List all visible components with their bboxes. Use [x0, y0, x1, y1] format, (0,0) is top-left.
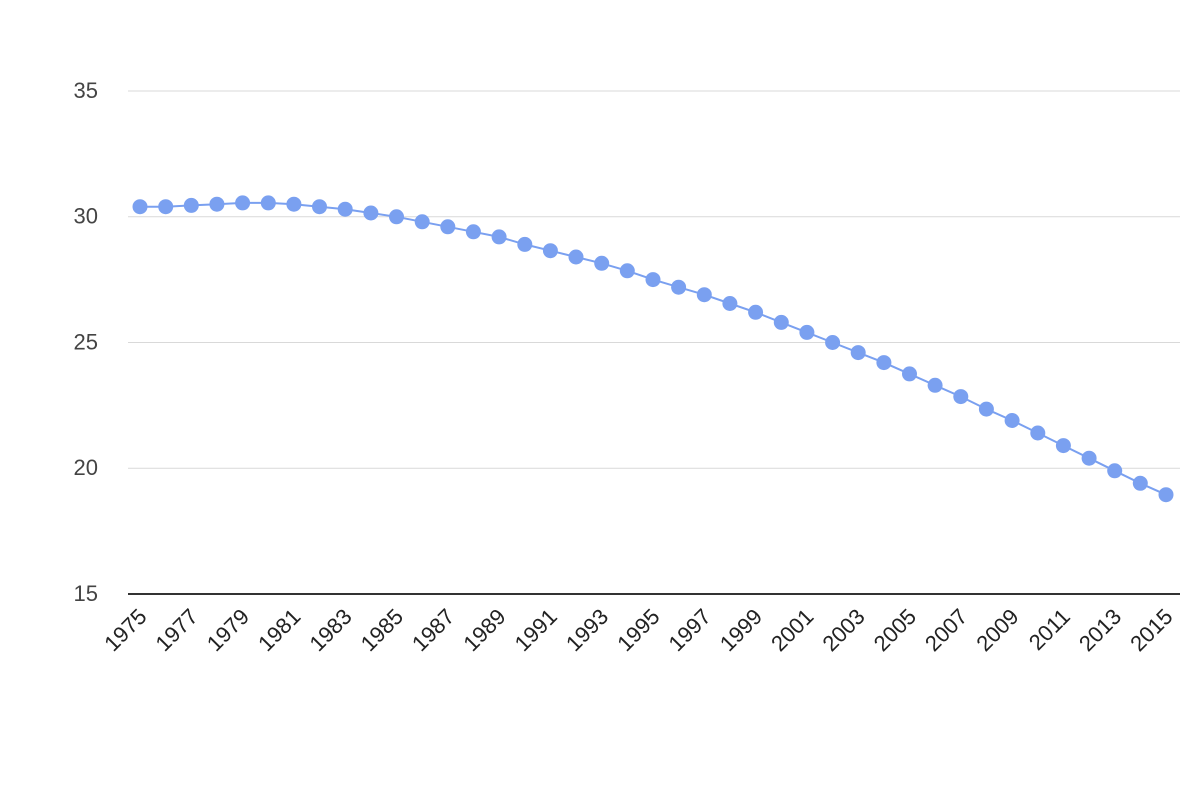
- data-point-1980[interactable]: [260, 195, 276, 211]
- x-tick-label: 1991: [510, 604, 562, 656]
- data-point-2013[interactable]: [1107, 463, 1123, 479]
- data-point-1998[interactable]: [722, 296, 738, 311]
- y-tick-label: 25: [74, 329, 98, 354]
- data-point-2014[interactable]: [1132, 475, 1148, 491]
- data-point-1996[interactable]: [671, 279, 687, 295]
- y-tick-label: 30: [74, 204, 98, 229]
- data-point-2008[interactable]: [978, 401, 994, 417]
- data-point-1981[interactable]: [286, 196, 302, 212]
- data-point-1985[interactable]: [389, 209, 404, 225]
- data-point-1997[interactable]: [696, 287, 712, 303]
- x-tick-label: 2003: [817, 604, 869, 656]
- data-point-2006[interactable]: [927, 377, 943, 393]
- x-tick-label: 1989: [458, 604, 510, 656]
- data-point-1995[interactable]: [645, 272, 661, 288]
- series-layer: [132, 195, 1174, 503]
- data-point-1982[interactable]: [312, 199, 327, 215]
- data-point-1988[interactable]: [465, 224, 481, 240]
- data-point-2007[interactable]: [953, 389, 969, 405]
- y-tick-label: 15: [74, 581, 98, 606]
- x-tick-label: 2001: [766, 604, 818, 656]
- x-tick-label: 1979: [202, 604, 254, 656]
- data-point-2009[interactable]: [1004, 413, 1020, 428]
- data-point-1977[interactable]: [183, 197, 199, 213]
- series-line: [140, 201, 1167, 496]
- data-point-1979[interactable]: [235, 195, 251, 211]
- grid-layer: [128, 90, 1180, 595]
- data-point-1975[interactable]: [132, 199, 148, 215]
- x-tick-label: 1993: [561, 604, 613, 656]
- data-point-1990[interactable]: [517, 236, 533, 252]
- data-point-2003[interactable]: [850, 345, 866, 361]
- y-axis: 35 30 25 20 15: [74, 78, 98, 606]
- x-tick-label: 2013: [1074, 604, 1126, 656]
- data-point-1976[interactable]: [158, 199, 174, 215]
- data-point-1978[interactable]: [209, 196, 225, 212]
- x-tick-label: 1987: [407, 604, 459, 656]
- x-tick-label: 1997: [664, 604, 716, 656]
- data-point-2015[interactable]: [1158, 487, 1174, 503]
- x-tick-label: 1983: [304, 604, 356, 656]
- x-tick-label: 1981: [253, 604, 305, 656]
- data-point-1991[interactable]: [542, 243, 558, 259]
- data-point-2011[interactable]: [1055, 438, 1071, 454]
- data-point-2002[interactable]: [825, 335, 841, 350]
- data-point-2012[interactable]: [1081, 450, 1097, 466]
- data-point-1987[interactable]: [440, 219, 456, 235]
- y-tick-label: 20: [74, 455, 98, 480]
- data-point-1984[interactable]: [363, 205, 379, 221]
- y-tick-label: 35: [74, 78, 98, 103]
- x-tick-label: 2011: [1024, 604, 1075, 655]
- x-tick-label: 1995: [612, 604, 664, 656]
- data-point-2004[interactable]: [876, 355, 892, 371]
- data-point-2000[interactable]: [773, 314, 789, 330]
- data-point-1989[interactable]: [491, 229, 507, 245]
- x-tick-label: 2007: [920, 604, 972, 656]
- data-point-1993[interactable]: [594, 255, 610, 271]
- data-point-1994[interactable]: [619, 263, 635, 279]
- data-point-2010[interactable]: [1030, 425, 1046, 441]
- x-tick-label: 1977: [151, 604, 203, 656]
- data-point-1986[interactable]: [414, 214, 430, 230]
- x-tick-label: 2005: [869, 604, 921, 656]
- data-point-1992[interactable]: [568, 249, 584, 265]
- x-tick-label: 2015: [1125, 604, 1177, 656]
- data-point-2005[interactable]: [902, 366, 917, 382]
- x-tick-label: 1975: [99, 604, 151, 656]
- x-tick-label: 1985: [356, 604, 408, 656]
- x-tick-label: 2009: [971, 604, 1023, 656]
- x-axis: 1975 1977 1979 1981 1983 1985 1987 1989 1991 1993…: [99, 604, 1177, 656]
- data-point-2001[interactable]: [799, 324, 815, 340]
- data-point-1983[interactable]: [337, 201, 353, 217]
- data-point-1999[interactable]: [748, 304, 764, 320]
- x-tick-label: 1999: [715, 604, 767, 656]
